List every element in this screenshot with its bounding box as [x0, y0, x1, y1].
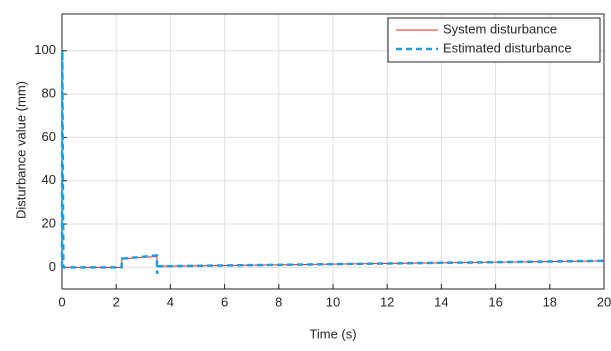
y-tick-label: 60 — [42, 129, 56, 144]
x-tick-label: 10 — [326, 294, 340, 309]
x-tick-label: 8 — [275, 294, 282, 309]
y-axis-label: Disturbance value (mm) — [13, 81, 28, 219]
y-tick-label: 80 — [42, 86, 56, 101]
x-tick-label: 20 — [597, 294, 611, 309]
y-tick-label: 100 — [34, 42, 56, 57]
y-tick-label: 0 — [49, 259, 56, 274]
x-tick-label: 14 — [434, 294, 448, 309]
x-tick-label: 6 — [221, 294, 228, 309]
x-tick-label: 4 — [167, 294, 174, 309]
x-tick-label: 16 — [488, 294, 502, 309]
legend-label: Estimated disturbance — [443, 40, 572, 55]
x-axis-label: Time (s) — [309, 326, 356, 341]
series-line — [60, 50, 605, 275]
x-tick-label: 2 — [113, 294, 120, 309]
x-tick-label: 0 — [58, 294, 65, 309]
y-tick-label: 20 — [42, 215, 56, 230]
x-tick-label: 12 — [380, 294, 394, 309]
x-tick-label: 18 — [543, 294, 557, 309]
legend-label: System disturbance — [443, 21, 557, 36]
y-tick-label: 40 — [42, 172, 56, 187]
legend-box — [387, 17, 601, 63]
